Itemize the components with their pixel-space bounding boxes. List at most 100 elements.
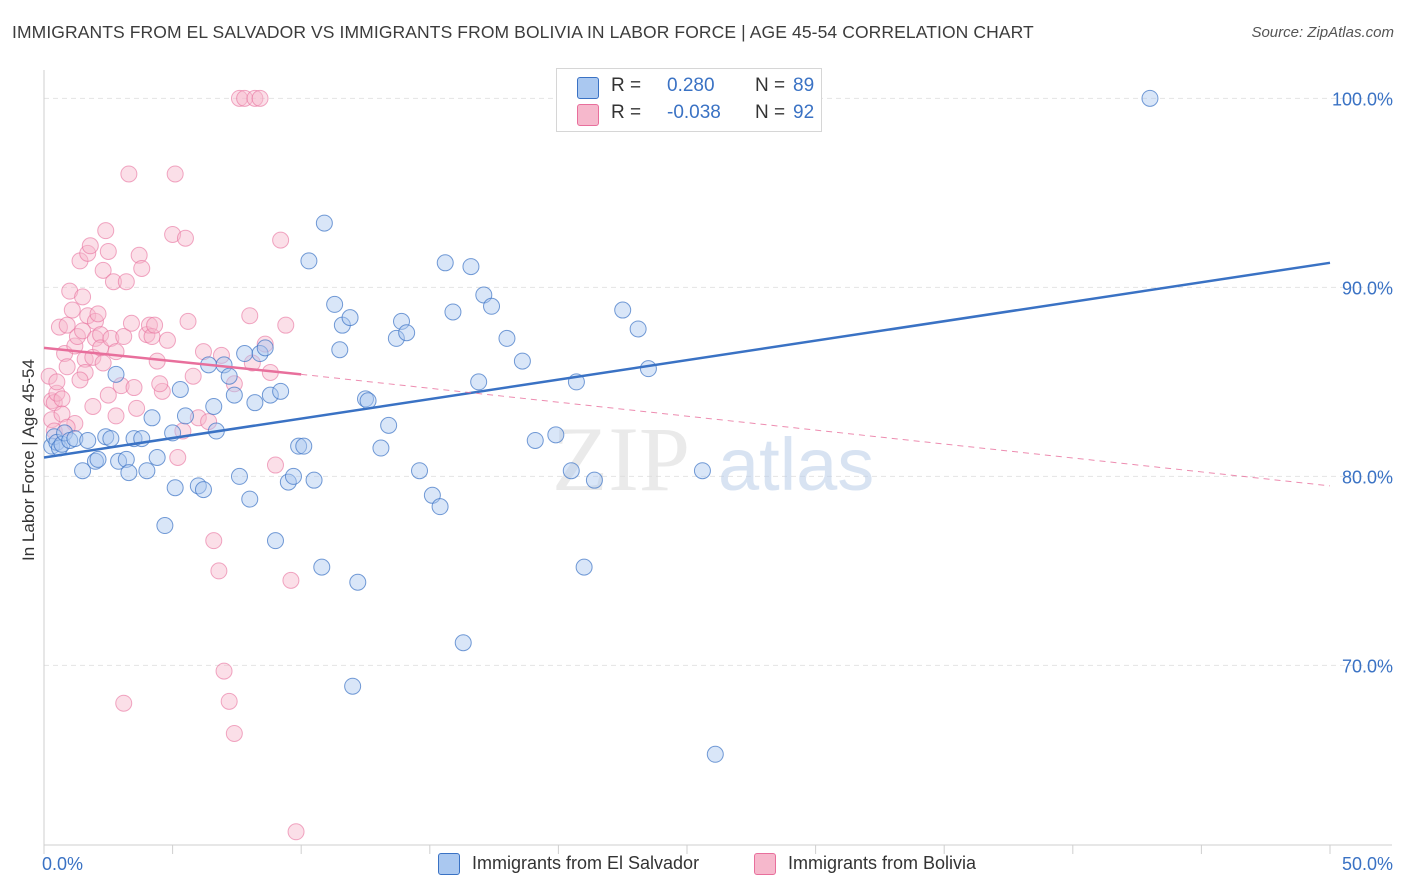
legend-n-label: N = (755, 102, 786, 123)
watermark-zip: ZIP (552, 408, 690, 510)
y-tick-label: 80.0% (1342, 467, 1393, 487)
point-el-salvador (256, 339, 274, 357)
point-el-salvador (372, 439, 390, 457)
point-el-salvador (171, 380, 189, 398)
point-el-salvador (86, 452, 104, 470)
legend-label: Immigrants from El Salvador (472, 853, 700, 873)
point-el-salvador (138, 462, 156, 480)
point-bolivia (146, 316, 164, 334)
point-el-salvador (562, 462, 580, 480)
point-bolivia (99, 386, 117, 404)
point-bolivia (133, 259, 151, 277)
y-axis-label: In Labor Force | Age 45-54 (19, 359, 38, 561)
point-el-salvador (74, 462, 92, 480)
point-bolivia (236, 89, 254, 107)
point-el-salvador (53, 435, 71, 453)
legend-swatch-pink (754, 853, 776, 875)
y-tick-label: 100.0% (1332, 89, 1393, 109)
point-el-salvador (148, 449, 166, 466)
point-bolivia (220, 692, 238, 710)
point-bolivia (99, 242, 117, 260)
chart-title: IMMIGRANTS FROM EL SALVADOR VS IMMIGRANT… (12, 22, 1034, 42)
point-el-salvador (462, 258, 480, 276)
legend-r-label: R = (611, 75, 642, 96)
point-bolivia (117, 273, 135, 291)
series-el-salvador-points (43, 89, 1159, 763)
point-el-salvador (230, 467, 248, 485)
point-el-salvador (315, 214, 333, 232)
point-el-salvador (79, 431, 97, 449)
legend-r-value: 0.280 (667, 75, 715, 96)
point-bolivia (58, 316, 76, 334)
series-bolivia-points (40, 89, 305, 841)
point-el-salvador (102, 430, 120, 448)
point-el-salvador (290, 437, 308, 455)
point-bolivia (115, 328, 133, 346)
point-el-salvador (143, 409, 161, 427)
point-el-salvador (357, 390, 374, 408)
point-el-salvador (693, 462, 711, 480)
point-el-salvador (284, 467, 302, 485)
watermark: ZIP atlas (552, 408, 874, 510)
point-bolivia (125, 379, 143, 397)
point-el-salvador (176, 407, 194, 425)
point-bolivia (112, 377, 130, 395)
point-bolivia (169, 449, 187, 466)
point-bolivia (89, 305, 107, 323)
point-el-salvador (341, 309, 359, 327)
point-bolivia (104, 273, 122, 291)
point-el-salvador (498, 329, 516, 347)
point-bolivia (43, 411, 61, 429)
point-bolivia (84, 397, 102, 415)
point-el-salvador (411, 462, 429, 480)
legend-r-value: -0.038 (667, 102, 721, 123)
y-tick-label: 90.0% (1342, 278, 1393, 298)
point-bolivia (230, 89, 248, 107)
legend-swatch-pink (577, 104, 599, 126)
point-el-salvador (344, 677, 362, 695)
point-bolivia (94, 261, 112, 279)
point-bolivia (115, 694, 133, 712)
point-el-salvador (166, 479, 184, 497)
point-el-salvador (120, 464, 138, 482)
point-bolivia (246, 89, 264, 107)
point-el-salvador (241, 490, 259, 508)
watermark-atlas: atlas (718, 423, 874, 506)
point-el-salvador (236, 345, 254, 363)
point-el-salvador (380, 416, 398, 434)
point-bolivia (225, 724, 243, 742)
point-el-salvador (547, 426, 565, 444)
point-bolivia (194, 343, 212, 361)
point-bolivia (277, 316, 295, 334)
point-bolivia (61, 282, 79, 300)
point-bolivia (179, 312, 197, 330)
point-el-salvador (300, 252, 318, 270)
point-bolivia (58, 358, 76, 376)
grid-lines (44, 97, 1392, 666)
y-tick-label: 70.0% (1342, 656, 1393, 676)
point-bolivia (94, 354, 112, 372)
point-el-salvador (629, 320, 647, 338)
point-bolivia (166, 165, 184, 183)
point-el-salvador (107, 365, 125, 383)
point-bolivia (53, 390, 71, 408)
legend-swatch-blue (438, 853, 460, 875)
point-el-salvador (585, 471, 603, 489)
point-el-salvador (326, 295, 344, 313)
point-el-salvador (431, 498, 449, 516)
point-bolivia (215, 662, 233, 680)
point-bolivia (74, 322, 92, 340)
point-bolivia (272, 231, 290, 249)
point-el-salvador (246, 394, 264, 412)
point-el-salvador (305, 471, 323, 489)
point-el-salvador (261, 386, 279, 404)
point-el-salvador (454, 634, 472, 652)
point-el-salvador (331, 341, 349, 359)
point-el-salvador (89, 450, 107, 468)
point-el-salvador (393, 312, 411, 330)
point-bolivia (81, 237, 99, 255)
point-bolivia (158, 331, 176, 349)
point-el-salvador (387, 329, 405, 347)
point-bolivia (120, 165, 138, 183)
